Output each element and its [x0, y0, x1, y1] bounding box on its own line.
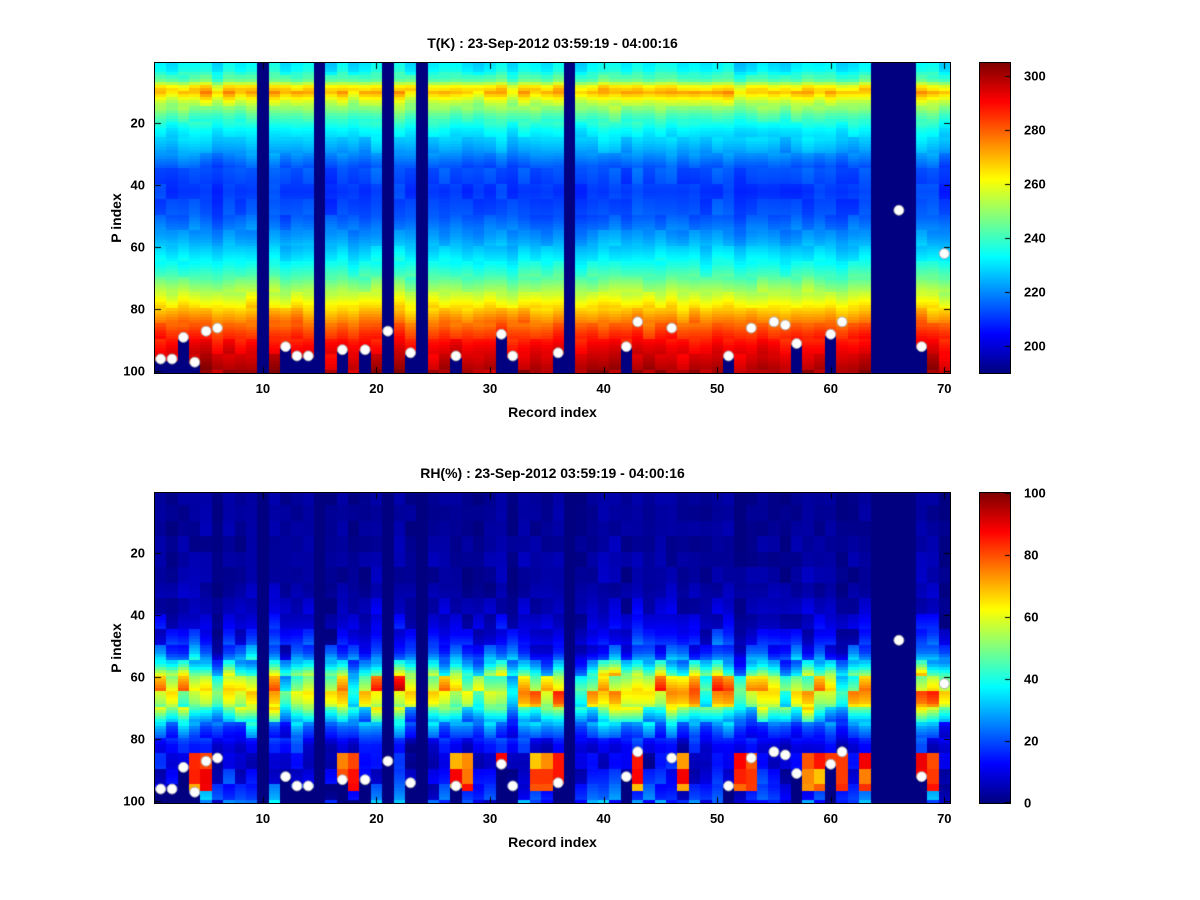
humidity-y-axis-label: P index: [108, 623, 124, 673]
x-tick-label: 50: [709, 381, 725, 396]
y-tick-label: 100: [123, 363, 145, 379]
x-tick-label: 10: [255, 811, 271, 826]
y-tick-label: 80: [130, 301, 145, 317]
x-tick-label: 70: [937, 811, 952, 826]
temperature-heatmap-canvas: [155, 63, 950, 373]
y-tick-label: 100: [123, 793, 145, 809]
humidity-plot-title: RH(%) : 23-Sep-2012 03:59:19 - 04:00:16: [420, 465, 685, 481]
temperature-colorbar: [979, 62, 1011, 374]
x-tick-label: 30: [482, 811, 498, 826]
colorbar-tick-label: 280: [1024, 122, 1046, 138]
x-tick-label: 20: [369, 381, 384, 396]
temperature-heatmap: [154, 62, 951, 374]
x-tick-label: 40: [596, 811, 611, 826]
x-tick-label: 70: [937, 381, 952, 396]
humidity-x-axis-label: Record index: [508, 834, 597, 850]
colorbar-tick-label: 240: [1024, 230, 1046, 246]
y-tick-label: 60: [130, 669, 145, 685]
colorbar-tick-label: 300: [1024, 68, 1046, 84]
y-tick-label: 40: [130, 177, 145, 193]
temperature-y-axis-label: P index: [108, 193, 124, 243]
temperature-y-axis-ticks: 20 40 60 80 100: [101, 63, 149, 379]
humidity-heatmap-canvas: [155, 493, 950, 803]
colorbar-tick-label: 60: [1024, 609, 1039, 625]
x-tick-label: 40: [596, 381, 611, 396]
y-tick-label: 40: [130, 607, 145, 623]
colorbar-tick-label: 100: [1024, 485, 1046, 501]
y-tick-label: 20: [130, 545, 145, 561]
x-tick-label: 20: [369, 811, 384, 826]
colorbar-tick-label: 40: [1024, 671, 1039, 687]
x-tick-label: 50: [709, 811, 725, 826]
colorbar-tick-label: 200: [1024, 338, 1046, 354]
humidity-colorbar-labels: 0 20 40 60 80 100: [1016, 486, 1076, 811]
colorbar-tick-label: 20: [1024, 733, 1039, 749]
humidity-y-axis-ticks: 20 40 60 80 100: [101, 493, 149, 809]
humidity-colorbar: [979, 492, 1011, 804]
temperature-x-axis-label: Record index: [508, 404, 597, 420]
temperature-plot-title: T(K) : 23-Sep-2012 03:59:19 - 04:00:16: [427, 35, 678, 51]
colorbar-tick-label: 260: [1024, 176, 1046, 192]
y-tick-label: 20: [130, 115, 145, 131]
temperature-colorbar-canvas: [980, 63, 1010, 373]
x-tick-label: 60: [823, 381, 838, 396]
colorbar-tick-label: 0: [1024, 795, 1032, 811]
colorbar-tick-label: 220: [1024, 284, 1046, 300]
humidity-colorbar-canvas: [980, 493, 1010, 803]
colorbar-tick-label: 80: [1024, 547, 1039, 563]
humidity-x-axis-ticks: 10 20 30 40 50 60 70: [155, 811, 952, 829]
temperature-x-axis-ticks: 10 20 30 40 50 60 70: [155, 381, 952, 399]
y-tick-label: 60: [130, 239, 145, 255]
y-tick-label: 80: [130, 731, 145, 747]
humidity-heatmap: [154, 492, 951, 804]
temperature-colorbar-labels: 200 220 240 260 280 300: [1016, 63, 1076, 373]
x-tick-label: 30: [482, 381, 498, 396]
x-tick-label: 10: [255, 381, 271, 396]
x-tick-label: 60: [823, 811, 838, 826]
